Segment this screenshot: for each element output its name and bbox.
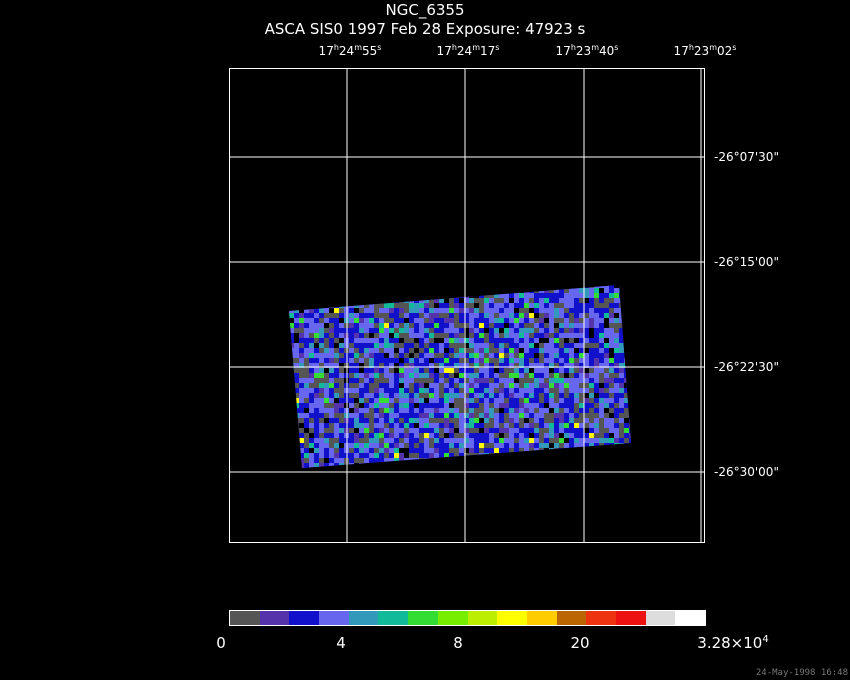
coordinate-grid	[229, 68, 705, 543]
dec-tick-label: -26°22'30"	[714, 360, 779, 374]
colorbar-swatch	[556, 611, 587, 625]
colorbar-label: 4	[336, 634, 346, 652]
color-scale-bar	[229, 610, 706, 626]
colorbar-swatch	[437, 611, 468, 625]
colorbar-swatch	[259, 611, 290, 625]
colorbar-swatch	[675, 611, 705, 625]
detector-image	[289, 285, 631, 468]
colorbar-swatch	[526, 611, 557, 625]
xray-image	[229, 68, 705, 543]
colorbar-label: 0	[216, 634, 226, 652]
timestamp: 24-May-1998 16:48	[755, 668, 848, 678]
colorbar-swatch	[378, 611, 409, 625]
colorbar-label: 8	[453, 634, 463, 652]
colorbar-swatch	[230, 611, 260, 625]
image-plot-frame	[229, 68, 705, 543]
dec-tick-label: -26°30'00"	[714, 465, 779, 479]
colorbar-label: 20	[570, 634, 590, 652]
object-title: NGC_6355	[385, 1, 465, 19]
dec-tick-label: -26°15'00"	[714, 255, 779, 269]
observation-subtitle: ASCA SIS0 1997 Feb 28 Exposure: 47923 s	[264, 20, 586, 38]
colorbar-swatch	[467, 611, 498, 625]
colorbar-max-label: 3.28×104	[697, 634, 769, 652]
colorbar-swatch	[289, 611, 320, 625]
colorbar-swatch	[497, 611, 527, 625]
ra-tick-label: 17h24m55s	[318, 43, 382, 58]
dec-tick-label: -26°07'30"	[714, 150, 779, 164]
colorbar-swatch	[645, 611, 676, 625]
ra-tick-label: 17h23m02s	[673, 43, 737, 58]
ra-tick-label: 17h24m17s	[436, 43, 500, 58]
colorbar-swatch	[586, 611, 616, 625]
colorbar-swatch	[348, 611, 379, 625]
colorbar-swatch	[319, 611, 349, 625]
colorbar-swatch	[408, 611, 438, 625]
colorbar-swatch	[615, 611, 646, 625]
ra-tick-label: 17h23m40s	[555, 43, 619, 58]
